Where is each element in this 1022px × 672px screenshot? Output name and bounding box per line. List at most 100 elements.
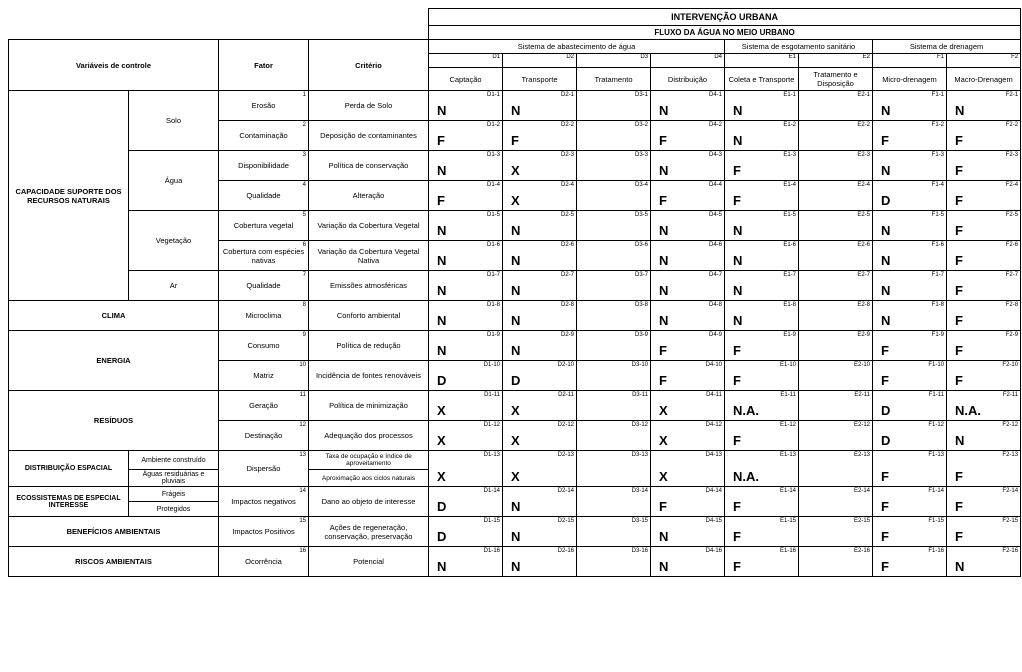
cell-D1-8: D1-8N xyxy=(429,301,503,331)
criterion-3: Política de conservação xyxy=(309,151,429,181)
criterion-11: Política de minimização xyxy=(309,391,429,421)
cell-E1-13: E1-13N.A. xyxy=(725,451,799,487)
cell-D2-8: D2-8N xyxy=(503,301,577,331)
criterion-7: Emissões atmosféricas xyxy=(309,271,429,301)
cell-F2-3: F2-3F xyxy=(947,151,1021,181)
cell-D4-14: D4-14F xyxy=(651,487,725,517)
cell-F1-1: F1-1N xyxy=(873,91,947,121)
cell-E1-3: E1-3F xyxy=(725,151,799,181)
cell-F1-14: F1-14F xyxy=(873,487,947,517)
header-sys-supply: Sistema de abastecimento de água xyxy=(429,40,725,54)
subgroup-ar: Ar xyxy=(129,271,219,301)
cell-D4-1: D4-1N xyxy=(651,91,725,121)
cell-D3-4: D3-4 xyxy=(577,181,651,211)
colcode-F2: F2 xyxy=(947,54,1021,68)
cell-D4-12: D4-12X xyxy=(651,421,725,451)
factor-5: 5Cobertura vegetal xyxy=(219,211,309,241)
cell-F2-2: F2-2F xyxy=(947,121,1021,151)
cell-E2-1: E2-1 xyxy=(799,91,873,121)
cell-E2-9: E2-9 xyxy=(799,331,873,361)
colcode-F1: F1 xyxy=(873,54,947,68)
group-riscos: RISCOS AMBIENTAIS xyxy=(9,547,219,577)
col-D3: Tratamento xyxy=(577,68,651,91)
cell-E1-4: E1-4F xyxy=(725,181,799,211)
factor-10: 10Matriz xyxy=(219,361,309,391)
colcode-D3: D3 xyxy=(577,54,651,68)
cell-D3-2: D3-2 xyxy=(577,121,651,151)
group-recursos: CAPACIDADE SUPORTE DOS RECURSOS NATURAIS xyxy=(9,91,129,301)
criterion-16: Potencial xyxy=(309,547,429,577)
colcode-D4: D4 xyxy=(651,54,725,68)
cell-D1-10: D1-10D xyxy=(429,361,503,391)
cell-D3-15: D3-15 xyxy=(577,517,651,547)
header-sys-sewage: Sistema de esgotamento sanitário xyxy=(725,40,873,54)
cell-E1-2: E1-2N xyxy=(725,121,799,151)
cell-D2-7: D2-7N xyxy=(503,271,577,301)
cell-D1-12: D1-12X xyxy=(429,421,503,451)
cell-E1-5: E1-5N xyxy=(725,211,799,241)
colcode-D1: D1 xyxy=(429,54,503,68)
subgroup-agua: Água xyxy=(129,151,219,211)
cell-D1-15: D1-15D xyxy=(429,517,503,547)
cell-E2-13: E2-13 xyxy=(799,451,873,487)
cell-F2-9: F2-9F xyxy=(947,331,1021,361)
criterion-6: Variação da Cobertura Vegetal Nativa xyxy=(309,241,429,271)
cell-D4-3: D4-3N xyxy=(651,151,725,181)
cell-D2-14: D2-14N xyxy=(503,487,577,517)
cell-E2-12: E2-12 xyxy=(799,421,873,451)
cell-E2-16: E2-16 xyxy=(799,547,873,577)
cell-E2-14: E2-14 xyxy=(799,487,873,517)
cell-D4-16: D4-16N xyxy=(651,547,725,577)
cell-E1-16: E1-16F xyxy=(725,547,799,577)
group-clima: CLIMA xyxy=(9,301,219,331)
cell-D1-11: D1-11X xyxy=(429,391,503,421)
subgroup-dist-ap: Águas residuárias e pluviais xyxy=(129,470,219,487)
factor-7: 7Qualidade xyxy=(219,271,309,301)
cell-D1-2: D1-2F xyxy=(429,121,503,151)
cell-E2-3: E2-3 xyxy=(799,151,873,181)
factor-6: 6Cobertura com espécies nativas xyxy=(219,241,309,271)
matrix-table: INTERVENÇÃO URBANA FLUXO DA ÁGUA NO MEIO… xyxy=(8,8,1021,577)
cell-F2-8: F2-8F xyxy=(947,301,1021,331)
cell-D3-14: D3-14 xyxy=(577,487,651,517)
cell-F1-13: F1-13F xyxy=(873,451,947,487)
cell-F1-8: F1-8N xyxy=(873,301,947,331)
cell-D4-13: D4-13X xyxy=(651,451,725,487)
cell-D2-1: D2-1N xyxy=(503,91,577,121)
cell-D1-1: D1-1N xyxy=(429,91,503,121)
col-D2: Transporte xyxy=(503,68,577,91)
cell-E1-11: E1-11N.A. xyxy=(725,391,799,421)
header-sys-drain: Sistema de drenagem xyxy=(873,40,1021,54)
cell-E2-6: E2-6 xyxy=(799,241,873,271)
cell-E1-15: E1-15F xyxy=(725,517,799,547)
header-title: INTERVENÇÃO URBANA xyxy=(429,9,1021,26)
subgroup-eco-f: Frágeis xyxy=(129,487,219,502)
cell-F2-10: F2-10F xyxy=(947,361,1021,391)
cell-D1-14: D1-14D xyxy=(429,487,503,517)
col-F2: Macro-Drenagem xyxy=(947,68,1021,91)
cell-F2-12: F2-12N xyxy=(947,421,1021,451)
cell-D2-12: D2-12X xyxy=(503,421,577,451)
subgroup-eco-p: Protegidos xyxy=(129,502,219,517)
cell-F1-7: F1-7N xyxy=(873,271,947,301)
cell-F2-6: F2-6F xyxy=(947,241,1021,271)
criterion-13a: Taxa de ocupação e índice de aproveitame… xyxy=(309,451,429,470)
criterion-8: Conforto ambiental xyxy=(309,301,429,331)
cell-E2-4: E2-4 xyxy=(799,181,873,211)
cell-E1-12: E1-12F xyxy=(725,421,799,451)
cell-D4-5: D4-5N xyxy=(651,211,725,241)
cell-D3-1: D3-1 xyxy=(577,91,651,121)
cell-E2-7: E2-7 xyxy=(799,271,873,301)
factor-9: 9Consumo xyxy=(219,331,309,361)
cell-F2-11: F2-11N.A. xyxy=(947,391,1021,421)
col-E2: Tratamento e Disposição xyxy=(799,68,873,91)
cell-F1-3: F1-3N xyxy=(873,151,947,181)
cell-D2-6: D2-6N xyxy=(503,241,577,271)
header-vars: Variáveis de controle xyxy=(9,40,219,91)
cell-D1-6: D1-6N xyxy=(429,241,503,271)
factor-2: 2Contaminação xyxy=(219,121,309,151)
cell-F1-10: F1-10F xyxy=(873,361,947,391)
group-benef: BENEFÍCIOS AMBIENTAIS xyxy=(9,517,219,547)
cell-E2-2: E2-2 xyxy=(799,121,873,151)
cell-D3-9: D3-9 xyxy=(577,331,651,361)
